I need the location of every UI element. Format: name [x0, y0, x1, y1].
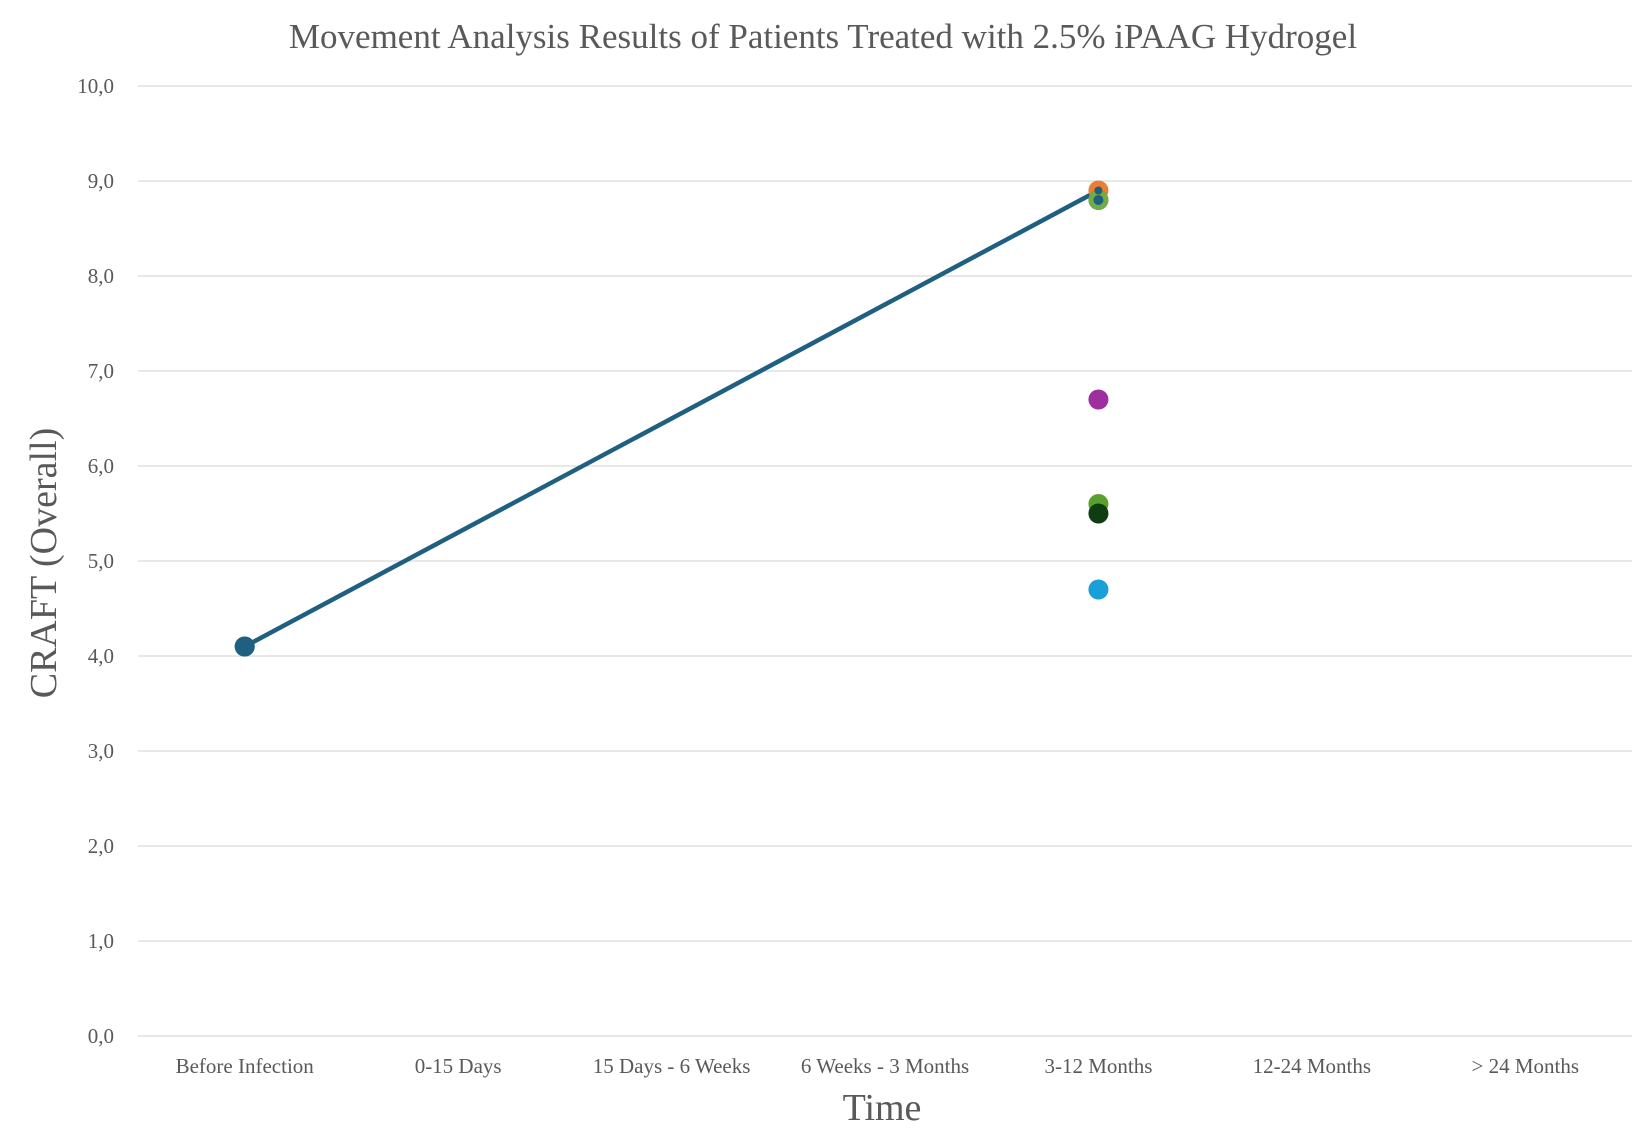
x-tick-label: 0-15 Days — [415, 1054, 502, 1078]
x-axis-ticks: Before Infection 0-15 Days 15 Days - 6 Wee… — [176, 1054, 1579, 1078]
y-axis-title: CRAFT (Overall) — [23, 428, 65, 699]
y-tick-label: 0,0 — [88, 1024, 114, 1048]
data-point — [1093, 195, 1104, 205]
data-point — [1088, 503, 1109, 524]
series-line — [242, 188, 1101, 649]
series-layer — [234, 180, 1109, 657]
y-axis-ticks: 0,0 1,0 2,0 3,0 4,0 5,0 6,0 7,0 8,0 9,0 10,0 — [77, 74, 114, 1048]
chart-title: Movement Analysis Results of Patients Tr… — [289, 17, 1357, 56]
x-tick-label: 12-24 Months — [1253, 1054, 1371, 1078]
y-tick-label: 7,0 — [88, 359, 114, 383]
x-tick-label: 3-12 Months — [1044, 1054, 1152, 1078]
x-tick-label: 6 Weeks - 3 Months — [801, 1054, 969, 1078]
y-tick-label: 6,0 — [88, 454, 114, 478]
x-axis-title: Time — [843, 1087, 922, 1129]
y-tick-label: 4,0 — [88, 644, 114, 668]
gridlines — [138, 85, 1632, 1037]
data-point — [1088, 579, 1109, 600]
data-point — [1088, 389, 1109, 410]
data-point — [234, 636, 255, 657]
y-tick-label: 2,0 — [88, 834, 114, 858]
x-tick-label: Before Infection — [176, 1054, 315, 1078]
y-tick-label: 8,0 — [88, 264, 114, 288]
y-tick-label: 5,0 — [88, 549, 114, 573]
data-point — [1094, 186, 1103, 195]
x-tick-label: 15 Days - 6 Weeks — [593, 1054, 751, 1078]
y-tick-label: 1,0 — [88, 929, 114, 953]
y-tick-label: 3,0 — [88, 739, 114, 763]
y-tick-label: 9,0 — [88, 169, 114, 193]
y-tick-label: 10,0 — [77, 74, 114, 98]
x-tick-label: > 24 Months — [1472, 1054, 1580, 1078]
